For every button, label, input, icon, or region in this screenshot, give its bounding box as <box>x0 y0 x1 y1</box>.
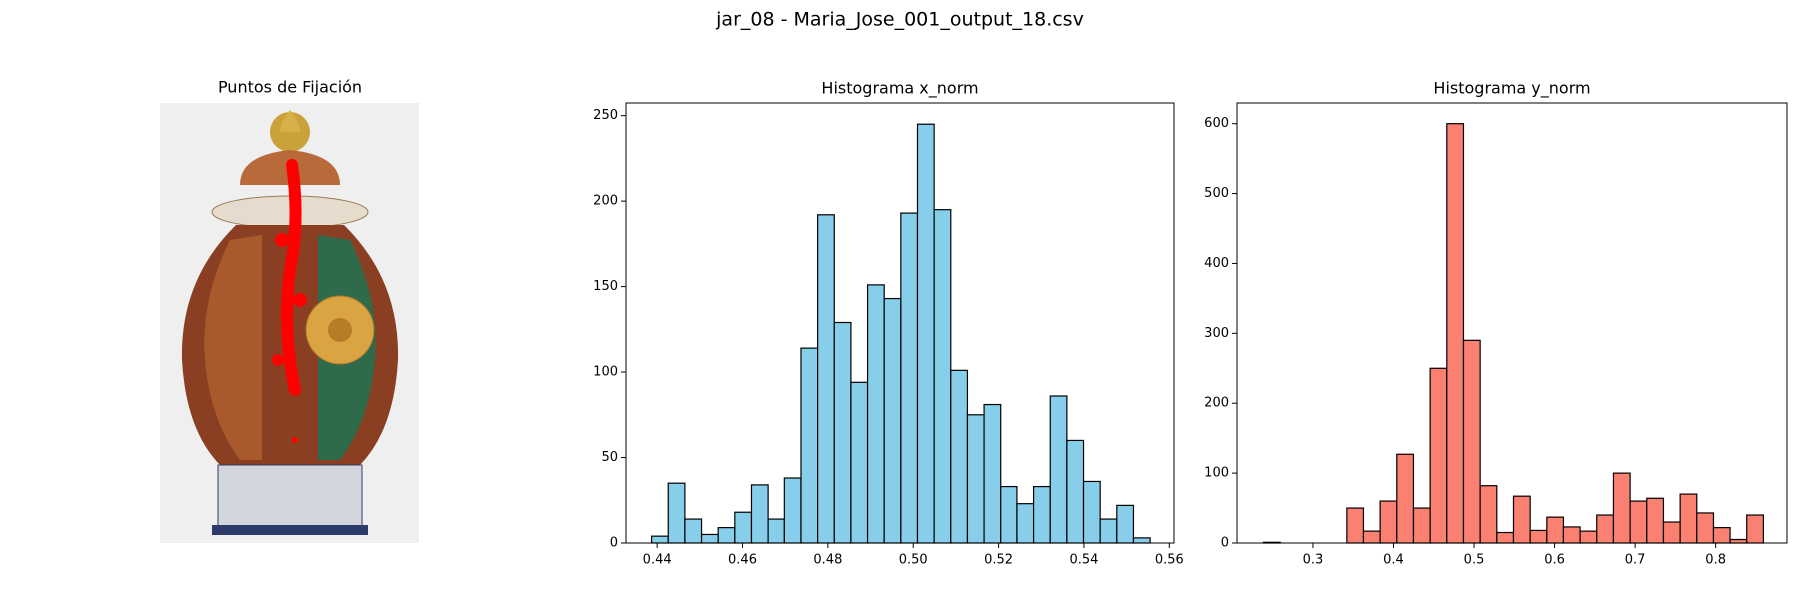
bar <box>1662 521 1681 544</box>
y-tick-label: 0 <box>610 536 618 551</box>
x-tick-label: 0.46 <box>728 553 757 568</box>
x-tick-label: 0.44 <box>643 553 672 568</box>
bar <box>800 347 819 544</box>
y-tick-label: 100 <box>593 365 618 380</box>
x-tick-label: 0.5 <box>1464 553 1485 568</box>
y-tick-label: 100 <box>1204 466 1229 481</box>
bar <box>1696 512 1715 544</box>
bar <box>933 209 952 544</box>
x-tick-label: 0.8 <box>1705 553 1726 568</box>
bar <box>1712 527 1731 544</box>
bar <box>900 212 919 544</box>
bar <box>966 414 985 544</box>
bar <box>1346 507 1365 544</box>
bar <box>1746 514 1765 544</box>
bar <box>1579 530 1598 544</box>
bar <box>1729 538 1748 544</box>
x-tick-label: 0.6 <box>1544 553 1565 568</box>
bar <box>1679 493 1698 544</box>
bar <box>1099 518 1118 544</box>
bar <box>651 535 669 544</box>
bar <box>1479 485 1498 544</box>
y-tick-label: 0 <box>1221 536 1229 551</box>
bar <box>1116 504 1135 544</box>
bar <box>767 518 785 544</box>
bar <box>1562 526 1581 544</box>
y-tick-label: 250 <box>593 108 618 123</box>
bar <box>1082 480 1101 544</box>
bar <box>684 518 703 544</box>
x-tick-label: 0.48 <box>813 553 842 568</box>
y-tick-label: 200 <box>593 194 618 209</box>
x-tick-label: 0.50 <box>899 553 928 568</box>
bar <box>1546 516 1565 544</box>
bar <box>1412 507 1431 544</box>
bar <box>1612 472 1631 544</box>
bar <box>1462 339 1481 544</box>
bar <box>717 527 736 544</box>
bar <box>1429 367 1448 544</box>
x-tick-label: 0.3 <box>1303 553 1324 568</box>
x-tick-label: 0.56 <box>1155 553 1184 568</box>
bar <box>1646 497 1665 544</box>
y-tick-label: 50 <box>601 450 618 465</box>
bar <box>1000 485 1018 544</box>
bar <box>1049 395 1068 544</box>
bar <box>783 477 802 544</box>
bar <box>850 381 869 544</box>
chart-title: Histograma y_norm <box>1433 79 1590 99</box>
image-title: Puntos de Fijación <box>218 78 362 97</box>
bar <box>1512 495 1531 544</box>
y-tick-label: 600 <box>1204 116 1229 131</box>
bar <box>1446 123 1465 544</box>
bar <box>833 321 852 544</box>
bar <box>950 369 969 544</box>
vase-image <box>160 103 419 543</box>
bar <box>883 297 902 544</box>
x-tick-label: 0.4 <box>1383 553 1404 568</box>
bar <box>700 533 719 544</box>
bar <box>1629 500 1648 544</box>
y-tick-label: 200 <box>1204 396 1229 411</box>
bar <box>983 403 1002 544</box>
bar <box>1032 485 1051 544</box>
axes-frame <box>1236 102 1788 544</box>
bar <box>1379 500 1398 544</box>
bar <box>817 214 835 544</box>
bar <box>1496 531 1515 544</box>
bar <box>750 484 769 544</box>
bar <box>1016 503 1035 544</box>
bar <box>1596 514 1615 544</box>
x-tick-label: 0.52 <box>984 553 1013 568</box>
x-tick-label: 0.54 <box>1069 553 1098 568</box>
bar <box>1066 439 1085 544</box>
bar <box>1362 530 1381 544</box>
bar <box>916 123 935 544</box>
x-tick-label: 0.7 <box>1625 553 1646 568</box>
y-tick-label: 400 <box>1204 256 1229 271</box>
bar <box>734 511 753 544</box>
chart-title: Histograma x_norm <box>821 79 978 99</box>
bar <box>1132 537 1151 544</box>
bar <box>1529 529 1548 544</box>
bar <box>667 482 686 544</box>
figure-title: jar_08 - Maria_Jose_001_output_18.csv <box>715 9 1084 31</box>
y-tick-label: 500 <box>1204 186 1229 201</box>
bar <box>866 284 885 544</box>
axes-frame <box>625 102 1175 544</box>
bar <box>1396 453 1415 544</box>
y-tick-label: 150 <box>593 279 618 294</box>
y-tick-label: 300 <box>1204 326 1229 341</box>
